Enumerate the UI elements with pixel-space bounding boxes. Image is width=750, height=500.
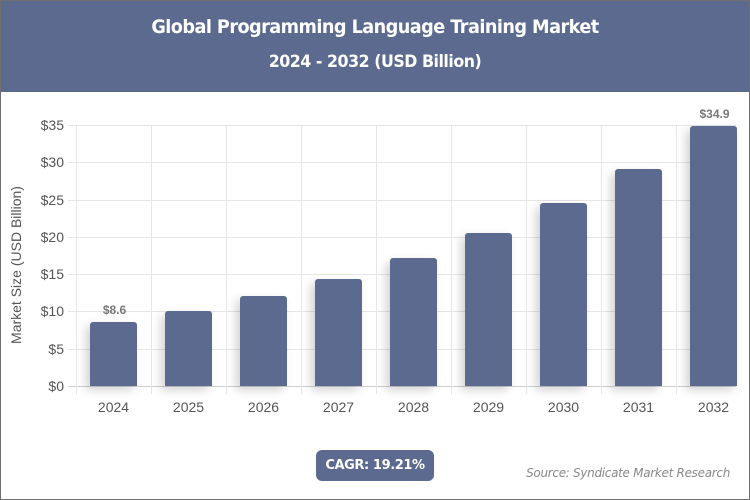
x-gridline <box>526 125 527 394</box>
chart-subtitle: 2024 - 2032 (USD Billion) <box>268 52 482 72</box>
x-gridline <box>376 125 377 394</box>
bar-2024 <box>90 321 137 386</box>
bar-2029 <box>465 233 512 386</box>
x-gridline <box>451 125 452 394</box>
x-tick-label: 2030 <box>547 399 580 415</box>
y-tick-label: $15 <box>40 266 64 282</box>
source-note: Source: Syndicate Market Research <box>526 466 730 480</box>
y-tick-label: $5 <box>48 341 64 357</box>
x-tick-label: 2029 <box>472 399 505 415</box>
y-gridline <box>68 125 736 126</box>
y-gridline <box>68 386 736 387</box>
x-tick-label: 2028 <box>397 399 430 415</box>
cagr-badge: CAGR: 19.21% <box>316 450 434 481</box>
bar-2030 <box>540 203 587 386</box>
y-gridline <box>68 237 736 238</box>
y-tick-label: $35 <box>40 117 64 133</box>
bar-2026 <box>240 295 287 386</box>
data-label-first: $8.6 <box>102 302 127 317</box>
x-tick-label: 2024 <box>97 399 130 415</box>
x-gridline <box>226 125 227 394</box>
x-gridline <box>676 125 677 394</box>
x-tick-label: 2032 <box>697 399 730 415</box>
x-tick-label: 2031 <box>622 399 655 415</box>
x-gridline <box>301 125 302 394</box>
y-gridline <box>68 162 736 163</box>
x-tick-label: 2026 <box>247 399 280 415</box>
y-axis-label: Market Size (USD Billion) <box>8 186 24 344</box>
data-label-last: $34.9 <box>699 106 730 121</box>
chart-title: Global Programming Language Training Mar… <box>151 16 599 38</box>
bar-2028 <box>390 257 437 386</box>
bar-2032 <box>690 125 737 386</box>
x-tick-label: 2025 <box>172 399 205 415</box>
y-tick-label: $10 <box>40 303 64 319</box>
x-tick-label: 2027 <box>322 399 355 415</box>
x-gridline <box>601 125 602 394</box>
x-gridline <box>76 125 77 394</box>
y-tick-label: $20 <box>40 229 64 245</box>
x-gridline <box>151 125 152 394</box>
y-tick-label: $25 <box>40 192 64 208</box>
chart-header: Global Programming Language Training Mar… <box>1 1 749 92</box>
y-tick-label: $30 <box>40 154 64 170</box>
bar-2027 <box>315 278 362 386</box>
bar-2031 <box>615 168 662 386</box>
y-tick-label: $0 <box>48 378 64 394</box>
y-gridline <box>68 200 736 201</box>
bar-2025 <box>165 310 212 386</box>
